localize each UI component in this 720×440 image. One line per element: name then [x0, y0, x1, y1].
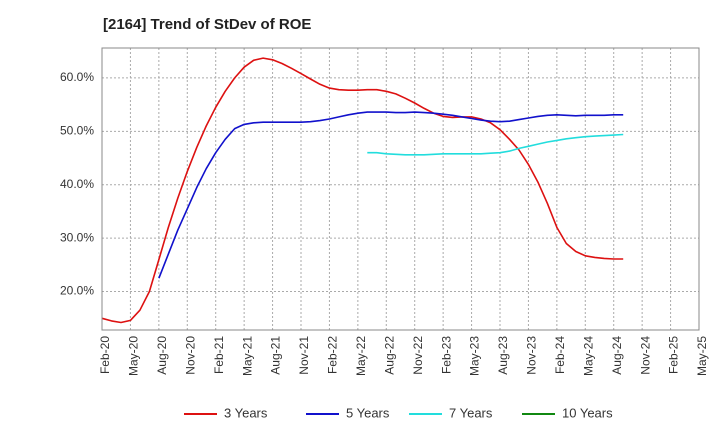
axis-labels: Feb-20 May-20 Aug-20 Nov-20 Feb-21 May-21 Aug-…	[60, 70, 709, 376]
y-tick-label: 30.0%	[60, 230, 94, 244]
chart-title: [2164] Trend of StDev of ROE	[103, 16, 312, 33]
series-lines	[101, 57, 624, 324]
x-tick-label: Aug-21	[269, 336, 283, 375]
series-line-5-years	[158, 111, 624, 279]
x-tick-label: Aug-24	[610, 336, 624, 375]
legend-label: 7 Years	[449, 405, 493, 420]
x-tick-label: Feb-22	[326, 336, 340, 374]
y-tick-label: 50.0%	[60, 123, 94, 137]
grid-lines	[101, 48, 700, 330]
x-tick-label: May-24	[581, 336, 595, 376]
series-line-7-years	[367, 133, 624, 156]
legend: 3 Years 5 Years 7 Years 10 Years	[184, 405, 613, 420]
x-tick-label: Nov-22	[411, 336, 425, 375]
x-tick-label: Aug-20	[155, 336, 169, 375]
legend-label: 5 Years	[346, 405, 390, 420]
x-tick-label: Feb-20	[98, 336, 112, 374]
x-tick-label: Feb-21	[212, 336, 226, 374]
x-tick-label: May-20	[127, 336, 141, 376]
legend-label: 3 Years	[224, 405, 268, 420]
y-tick-label: 60.0%	[60, 70, 94, 84]
x-tick-label: May-21	[240, 336, 254, 376]
x-tick-label: Feb-24	[553, 336, 567, 374]
x-tick-label: Nov-21	[297, 336, 311, 375]
plot-border	[101, 47, 700, 331]
x-tick-label: May-23	[468, 336, 482, 376]
y-tick-label: 20.0%	[60, 284, 94, 298]
x-tick-label: May-22	[354, 336, 368, 376]
legend-label: 10 Years	[562, 405, 613, 420]
x-tick-label: May-25	[695, 336, 709, 376]
x-tick-label: Nov-23	[525, 336, 539, 375]
x-tick-label: Feb-23	[439, 336, 453, 374]
series-line-3-years	[101, 57, 624, 324]
plot-background	[102, 48, 699, 330]
x-tick-label: Nov-20	[183, 336, 197, 375]
x-tick-label: Aug-22	[382, 336, 396, 375]
x-tick-label: Nov-24	[638, 336, 652, 375]
x-tick-label: Feb-25	[667, 336, 681, 374]
y-tick-label: 40.0%	[60, 177, 94, 191]
x-tick-label: Aug-23	[496, 336, 510, 375]
